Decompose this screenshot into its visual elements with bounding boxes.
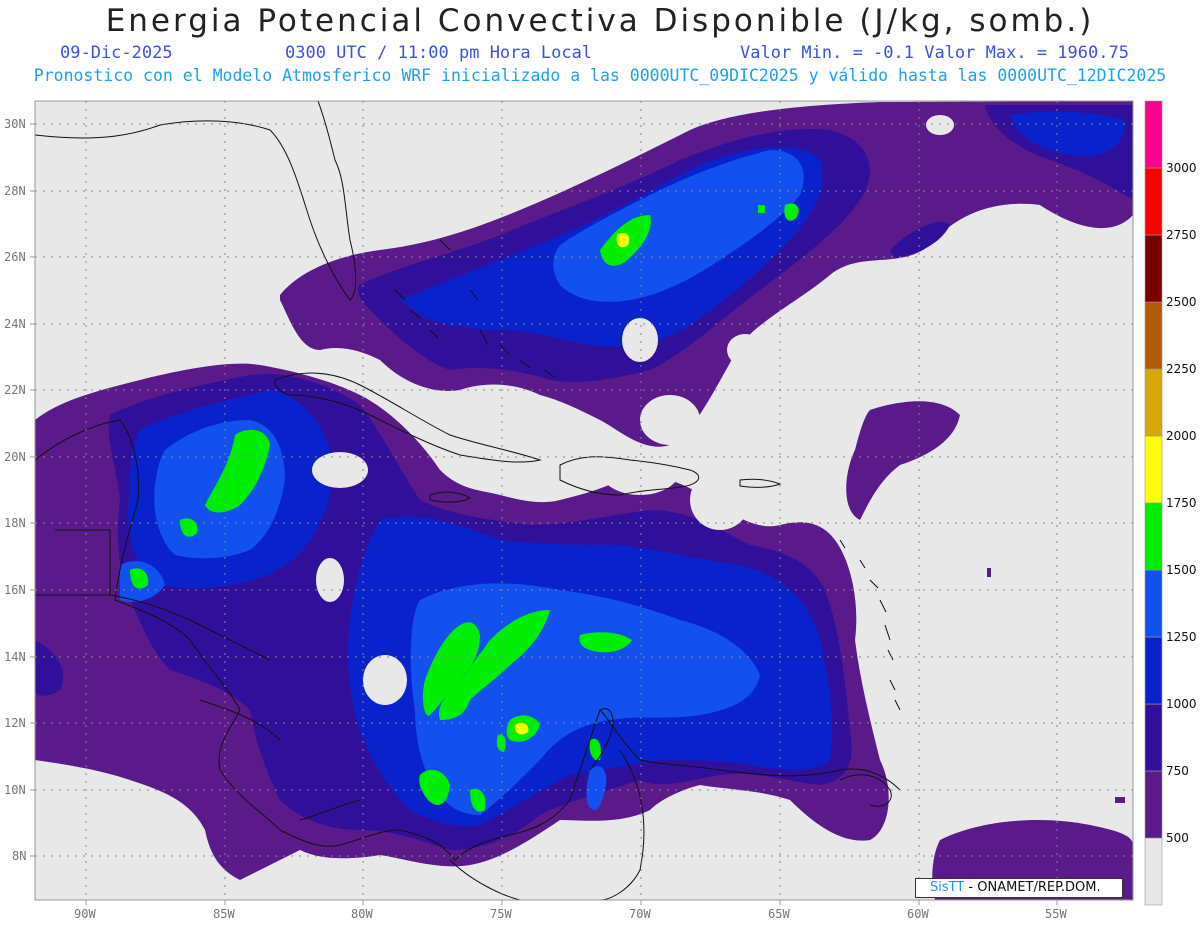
colorbar-swatch bbox=[1144, 234, 1163, 303]
colorbar-label: 1750 bbox=[1166, 496, 1197, 510]
lat-label: 30N bbox=[4, 117, 26, 131]
coastlines bbox=[35, 101, 901, 900]
colorbar-label: 2250 bbox=[1166, 362, 1197, 376]
min-max-values: Valor Min. = -0.1 Valor Max. = 1960.75 bbox=[740, 43, 1129, 63]
forecast-date: 09-Dic-2025 bbox=[60, 43, 173, 63]
colorbar-swatch bbox=[1144, 301, 1163, 370]
credit-box: SisTT - ONAMET/REP.DOM. bbox=[915, 878, 1123, 898]
colorbar-swatch bbox=[1144, 703, 1163, 772]
lat-label: 12N bbox=[4, 716, 26, 730]
lon-label: 75W bbox=[490, 907, 512, 921]
colorbar-swatch bbox=[1144, 770, 1163, 839]
colorbar-swatch bbox=[1144, 502, 1163, 571]
lat-label: 28N bbox=[4, 184, 26, 198]
forecast-time: 0300 UTC / 11:00 pm Hora Local bbox=[285, 43, 593, 63]
colorbar-label: 2750 bbox=[1166, 228, 1197, 242]
lon-label: 90W bbox=[74, 907, 96, 921]
lat-label: 14N bbox=[4, 650, 26, 664]
latitude-axis: 30N 28N 26N 24N 22N 20N 18N 16N 14N 12N … bbox=[4, 117, 26, 863]
map-frame bbox=[34, 100, 1134, 901]
colorbar-label: 2000 bbox=[1166, 429, 1197, 443]
colorbar-swatch bbox=[1144, 100, 1163, 169]
map-title: Energia Potencial Convectiva Disponible … bbox=[105, 3, 1095, 39]
lat-label: 26N bbox=[4, 250, 26, 264]
colorbar-swatch bbox=[1144, 167, 1163, 236]
model-info: Pronostico con el Modelo Atmosferico WRF… bbox=[33, 66, 1167, 85]
colorbar-label: 1000 bbox=[1166, 697, 1197, 711]
gridlines bbox=[35, 101, 1133, 900]
colorbar-label: 1250 bbox=[1166, 630, 1197, 644]
cape-shading bbox=[35, 101, 1133, 900]
longitude-axis: 90W 85W 80W 75W 70W 65W 60W 55W bbox=[74, 907, 1067, 921]
colorbar-swatch bbox=[1144, 837, 1163, 906]
colorbar-swatch bbox=[1144, 636, 1163, 705]
credit-text: - ONAMET/REP.DOM. bbox=[964, 880, 1101, 895]
lon-label: 65W bbox=[768, 907, 790, 921]
colorbar-swatch bbox=[1144, 435, 1163, 504]
colorbar-label: 1500 bbox=[1166, 563, 1197, 577]
lon-label: 85W bbox=[213, 907, 235, 921]
lat-label: 16N bbox=[4, 583, 26, 597]
colorbar-label: 2500 bbox=[1166, 295, 1197, 309]
colorbar-label: 750 bbox=[1166, 764, 1189, 778]
tick-marks bbox=[30, 123, 1058, 905]
colorbar-label: 500 bbox=[1166, 831, 1189, 845]
lat-label: 22N bbox=[4, 383, 26, 397]
sistt-logo: SisTT bbox=[930, 880, 965, 895]
colorbar-swatch bbox=[1144, 569, 1163, 638]
colorbar: 500 750 1000 1250 1500 1750 2000 2250 2500 2750 30… bbox=[1144, 100, 1197, 906]
lon-label: 55W bbox=[1045, 907, 1067, 921]
lat-label: 8N bbox=[12, 849, 26, 863]
lat-label: 24N bbox=[4, 317, 26, 331]
lat-label: 18N bbox=[4, 516, 26, 530]
lat-label: 10N bbox=[4, 783, 26, 797]
colorbar-label: 3000 bbox=[1166, 161, 1197, 175]
lon-label: 60W bbox=[907, 907, 929, 921]
lon-label: 80W bbox=[351, 907, 373, 921]
lon-label: 70W bbox=[629, 907, 651, 921]
colorbar-swatch bbox=[1144, 368, 1163, 437]
lat-label: 20N bbox=[4, 450, 26, 464]
